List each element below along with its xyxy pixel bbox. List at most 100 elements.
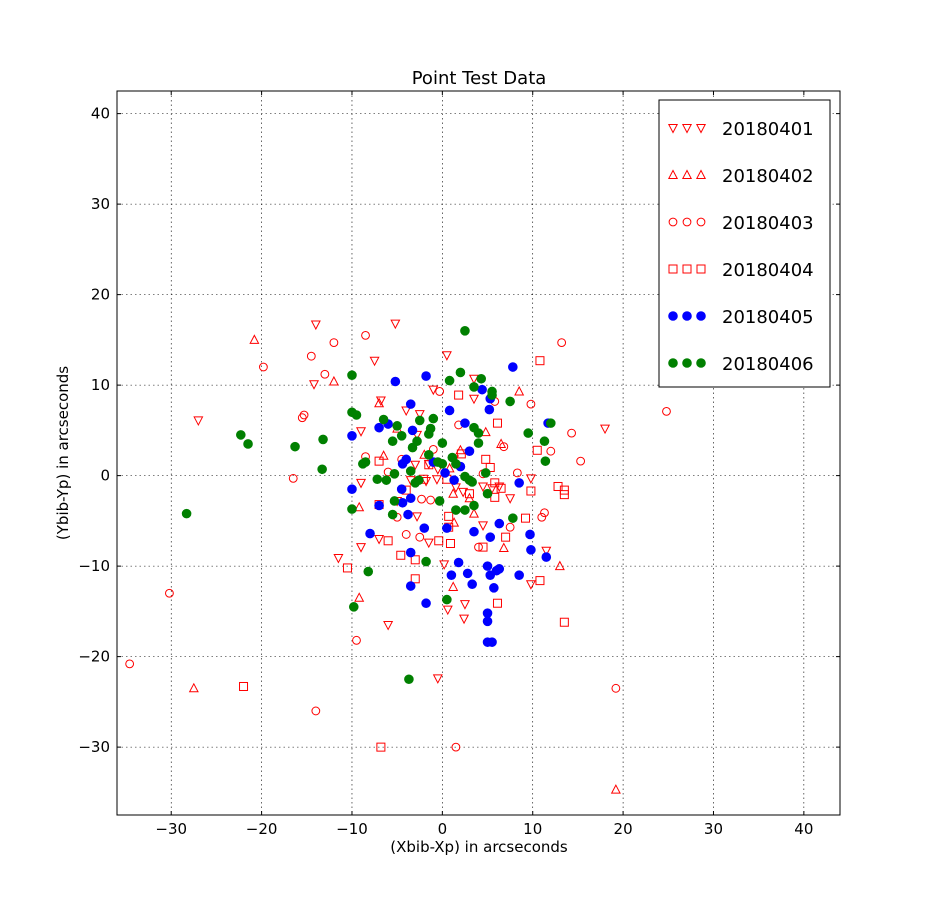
data-point — [407, 425, 418, 436]
data-point — [320, 369, 330, 379]
data-point — [540, 456, 551, 466]
data-point — [442, 523, 452, 533]
legend-label: 20180402 — [722, 166, 814, 187]
data-point — [403, 509, 413, 520]
legend-marker — [668, 311, 678, 321]
data-point — [361, 330, 370, 340]
data-point — [414, 410, 425, 420]
data-point — [567, 428, 576, 438]
data-point — [442, 594, 452, 605]
data-point — [374, 456, 384, 466]
data-point — [376, 742, 386, 752]
legend-marker — [695, 124, 707, 134]
data-point — [459, 600, 470, 610]
data-point — [451, 742, 461, 752]
legend-entry: 20180403 — [668, 213, 814, 234]
x-tick-label: 20 — [614, 820, 633, 838]
y-tick-label: −30 — [78, 738, 110, 756]
data-point — [396, 431, 407, 441]
legend-marker — [667, 169, 679, 179]
y-tick-label: 0 — [100, 467, 110, 485]
legend-entry: 20180405 — [668, 307, 814, 328]
data-point — [392, 421, 402, 431]
data-point — [464, 446, 475, 456]
legend-marker — [681, 124, 693, 134]
data-point — [455, 367, 466, 378]
data-point — [374, 500, 384, 511]
data-point — [387, 509, 398, 520]
x-tick-label: −30 — [155, 820, 187, 838]
data-point — [469, 382, 479, 392]
data-point — [405, 493, 416, 504]
legend-entry: 20180406 — [668, 354, 814, 375]
data-point — [468, 508, 480, 518]
data-point — [449, 517, 460, 527]
data-point — [473, 428, 484, 438]
data-point — [599, 424, 611, 435]
data-point — [526, 486, 536, 496]
data-point — [397, 497, 408, 508]
data-point — [308, 380, 320, 390]
data-point — [537, 512, 547, 522]
data-point — [378, 414, 389, 425]
data-point — [554, 560, 565, 571]
data-point — [460, 326, 470, 336]
data-point — [557, 338, 567, 347]
data-point — [423, 538, 434, 549]
data-point — [444, 511, 454, 521]
data-point — [494, 518, 505, 529]
data-point — [448, 488, 459, 498]
data-point — [434, 496, 445, 506]
data-point — [484, 404, 495, 415]
legend-marker — [668, 217, 678, 227]
legend-entry: 20180404 — [668, 260, 814, 281]
data-point — [481, 454, 491, 464]
data-point — [512, 468, 522, 478]
data-point — [365, 528, 375, 539]
data-point — [410, 574, 420, 584]
data-point — [439, 560, 450, 570]
data-point — [423, 450, 434, 460]
data-point — [243, 439, 253, 449]
data-point — [480, 426, 491, 437]
data-point — [389, 496, 400, 506]
data-point — [369, 356, 380, 367]
data-point — [401, 530, 411, 539]
data-point — [473, 438, 484, 448]
legend-marker — [696, 217, 706, 227]
data-point — [363, 566, 374, 577]
data-point — [421, 371, 431, 381]
data-point — [498, 542, 509, 553]
data-point — [482, 561, 493, 571]
data-point — [181, 508, 192, 519]
grid — [117, 91, 840, 815]
data-point — [468, 394, 480, 405]
data-point — [348, 602, 359, 612]
data-point — [387, 436, 398, 447]
legend: 20180401 20180402 20180403 20180404 20180405… — [658, 99, 831, 388]
y-tick-label: −10 — [78, 557, 110, 575]
data-point — [390, 319, 401, 330]
data-point — [523, 428, 534, 438]
legend-label: 20180404 — [722, 260, 814, 281]
data-point — [491, 565, 502, 576]
data-point — [431, 475, 442, 485]
data-point — [474, 542, 483, 552]
data-point — [467, 579, 477, 590]
data-point — [445, 539, 455, 548]
data-point — [372, 474, 383, 485]
data-points — [125, 319, 671, 794]
data-point — [342, 563, 352, 573]
data-point — [492, 418, 502, 428]
data-point — [396, 484, 407, 495]
data-point — [490, 478, 500, 488]
data-point — [306, 351, 316, 361]
y-tick-label: 30 — [91, 195, 110, 213]
data-point — [440, 468, 450, 478]
data-point — [526, 399, 536, 409]
data-point — [421, 477, 432, 487]
data-point — [456, 449, 466, 459]
data-point — [487, 637, 497, 647]
data-point — [451, 459, 461, 469]
data-point — [352, 635, 361, 645]
